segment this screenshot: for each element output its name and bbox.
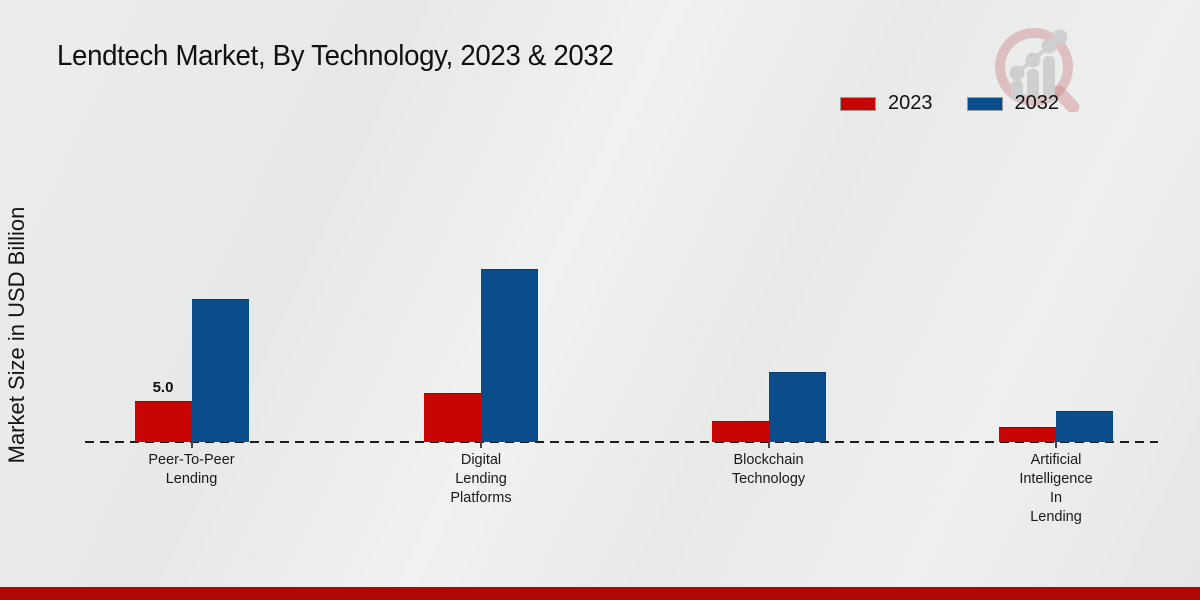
bar-2032-group-1	[481, 269, 538, 442]
bar-value-label: 5.0	[152, 379, 174, 396]
x-axis-tick	[480, 442, 482, 448]
legend-swatch-2023	[840, 96, 876, 111]
bar-2023-group-0	[134, 401, 192, 442]
bar-2032-group-3	[1056, 411, 1113, 442]
bar-2023-group-2	[711, 421, 769, 442]
legend-item-2032: 2032	[966, 92, 1060, 115]
bar-2032-group-0	[191, 299, 249, 442]
x-axis-tick	[190, 442, 193, 448]
x-axis-dashed-baseline	[85, 441, 1158, 443]
legend-label-2023: 2023	[888, 92, 933, 114]
x-axis-tick	[1055, 442, 1057, 448]
legend: 2023 2032	[840, 92, 1059, 115]
magnifier-growth-chart-logo-icon	[995, 28, 1080, 112]
category-label: Blockchain Technology	[731, 452, 806, 487]
legend-swatch-2032	[966, 96, 1003, 111]
category-label: Digital Lending Platforms	[450, 452, 512, 506]
x-axis-tick	[767, 442, 770, 448]
bar-2023-group-3	[999, 427, 1056, 442]
bar-2032-group-2	[768, 372, 826, 442]
category-label: Peer-To-Peer Lending	[148, 452, 235, 487]
footer-accent-strip	[0, 587, 1200, 600]
bar-2023-group-1	[424, 393, 481, 442]
chart-title: Lendtech Market, By Technology, 2023 & 2…	[57, 40, 614, 72]
category-label: Artificial Intelligence In Lending	[1019, 452, 1093, 525]
legend-item-2023: 2023	[840, 92, 933, 115]
legend-label-2032: 2032	[1014, 92, 1060, 114]
